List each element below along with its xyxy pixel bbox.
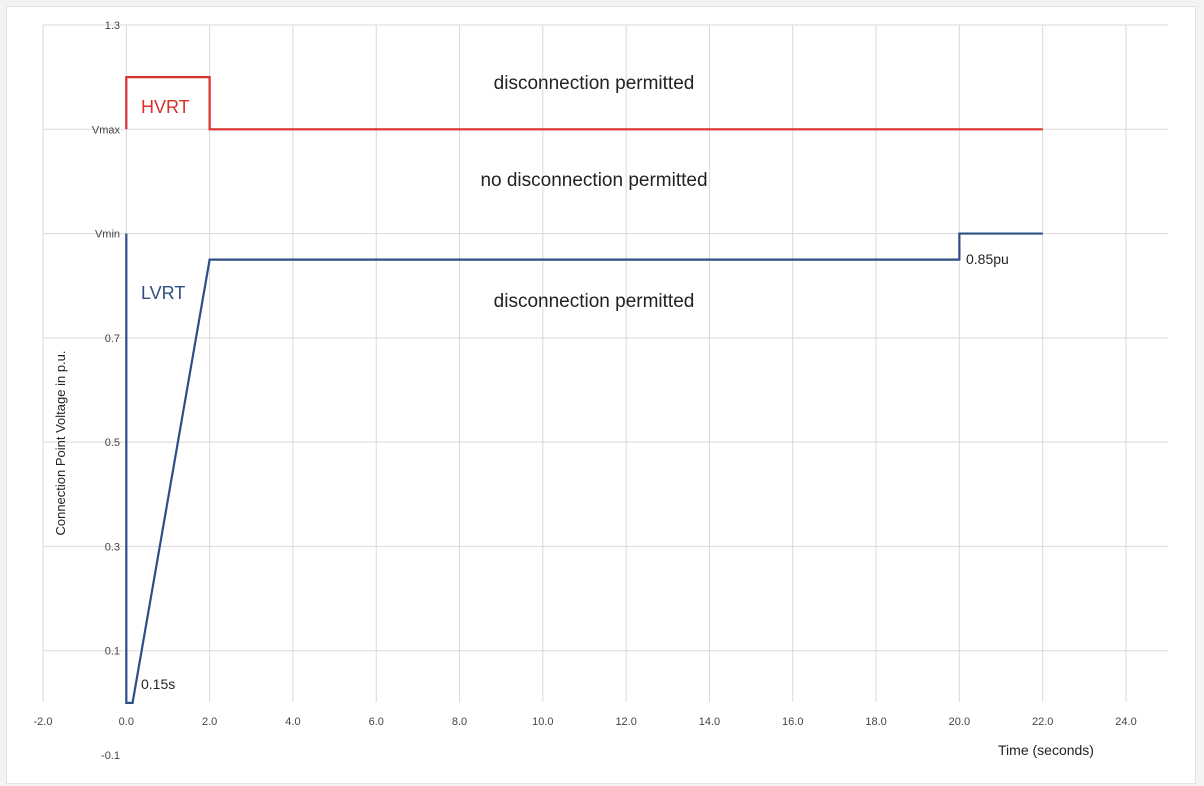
grid-lines — [42, 24, 1168, 702]
y-tick-label: 0.7 — [105, 333, 120, 345]
hvrt-series-label: HVRT — [141, 97, 190, 117]
x-tick-label: 6.0 — [369, 716, 384, 728]
lvrt-series-label: LVRT — [141, 283, 185, 303]
x-tick-label: 18.0 — [865, 716, 886, 728]
y-tick-label: 0.5 — [105, 437, 120, 449]
x-tick-label: 20.0 — [949, 716, 970, 728]
x-tick-label: 10.0 — [532, 716, 553, 728]
chart-frame — [6, 6, 1196, 784]
lower-region-label: disconnection permitted — [494, 291, 695, 312]
x-tick-label: 8.0 — [452, 716, 467, 728]
y-tick-labels: 1.3 Vmax Vmin 0.7 0.5 0.3 0.1 -0.1 — [92, 20, 121, 762]
x-tick-label: 2.0 — [202, 716, 217, 728]
lvrt-series-line — [125, 232, 1043, 704]
x-tick-label: 0.0 — [119, 716, 134, 728]
time-annotation: 0.15s — [141, 676, 175, 692]
x-tick-label: 14.0 — [699, 716, 720, 728]
y-tick-label: Vmin — [95, 229, 120, 241]
series-lines — [125, 76, 1043, 704]
x-tick-label: 22.0 — [1032, 716, 1053, 728]
x-tick-label: -2.0 — [34, 716, 53, 728]
y-tick-label: -0.1 — [101, 750, 120, 762]
y-tick-label: 0.1 — [105, 646, 120, 658]
x-tick-label: 16.0 — [782, 716, 803, 728]
y-axis-label: Connection Point Voltage in p.u. — [53, 350, 68, 535]
x-tick-label: 4.0 — [285, 716, 300, 728]
upper-region-label: disconnection permitted — [494, 73, 695, 94]
y-tick-label: Vmax — [92, 124, 121, 136]
x-tick-label: 12.0 — [615, 716, 636, 728]
x-tick-labels: -2.0 0.0 2.0 4.0 6.0 8.0 10.0 12.0 14.0 16.0 18.0 2… — [34, 716, 1137, 728]
y-tick-label: 0.3 — [105, 541, 120, 553]
y-tick-label: 1.3 — [105, 20, 120, 32]
hvrt-series-line — [125, 76, 1043, 131]
voltage-annotation: 0.85pu — [966, 251, 1009, 267]
x-axis-label: Time (seconds) — [998, 742, 1094, 758]
middle-region-label: no disconnection permitted — [480, 170, 707, 191]
x-tick-label: 24.0 — [1115, 716, 1136, 728]
